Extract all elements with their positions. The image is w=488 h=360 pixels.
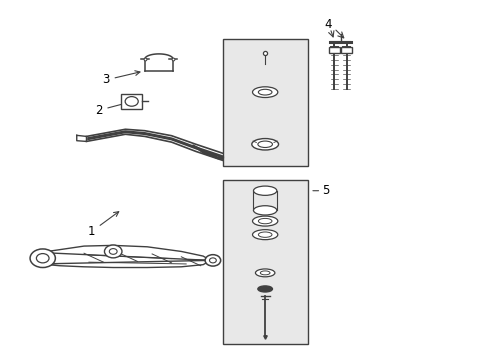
Text: 3: 3 (102, 71, 140, 86)
Ellipse shape (255, 269, 274, 277)
Circle shape (125, 96, 138, 106)
Ellipse shape (252, 230, 277, 240)
Ellipse shape (257, 286, 272, 292)
Bar (121, 94, 142, 109)
Bar (341, 48, 351, 53)
Ellipse shape (251, 139, 278, 150)
Circle shape (36, 253, 49, 263)
Circle shape (204, 255, 220, 266)
Ellipse shape (252, 216, 277, 226)
Circle shape (109, 249, 117, 254)
Ellipse shape (260, 271, 269, 275)
Ellipse shape (258, 89, 271, 95)
Bar (222, 180, 307, 344)
Text: 4: 4 (324, 18, 331, 31)
Ellipse shape (253, 206, 276, 215)
Ellipse shape (252, 87, 277, 98)
Text: 5: 5 (322, 184, 329, 197)
Circle shape (209, 258, 216, 263)
Text: 2: 2 (95, 102, 128, 117)
Circle shape (104, 245, 122, 258)
Polygon shape (77, 135, 86, 141)
Circle shape (30, 249, 55, 267)
Bar (328, 48, 339, 53)
Ellipse shape (257, 141, 272, 148)
Bar (222, 39, 307, 166)
Ellipse shape (258, 232, 271, 237)
Text: 1: 1 (87, 212, 119, 238)
Ellipse shape (253, 186, 276, 195)
Polygon shape (40, 246, 210, 267)
Ellipse shape (258, 219, 271, 224)
